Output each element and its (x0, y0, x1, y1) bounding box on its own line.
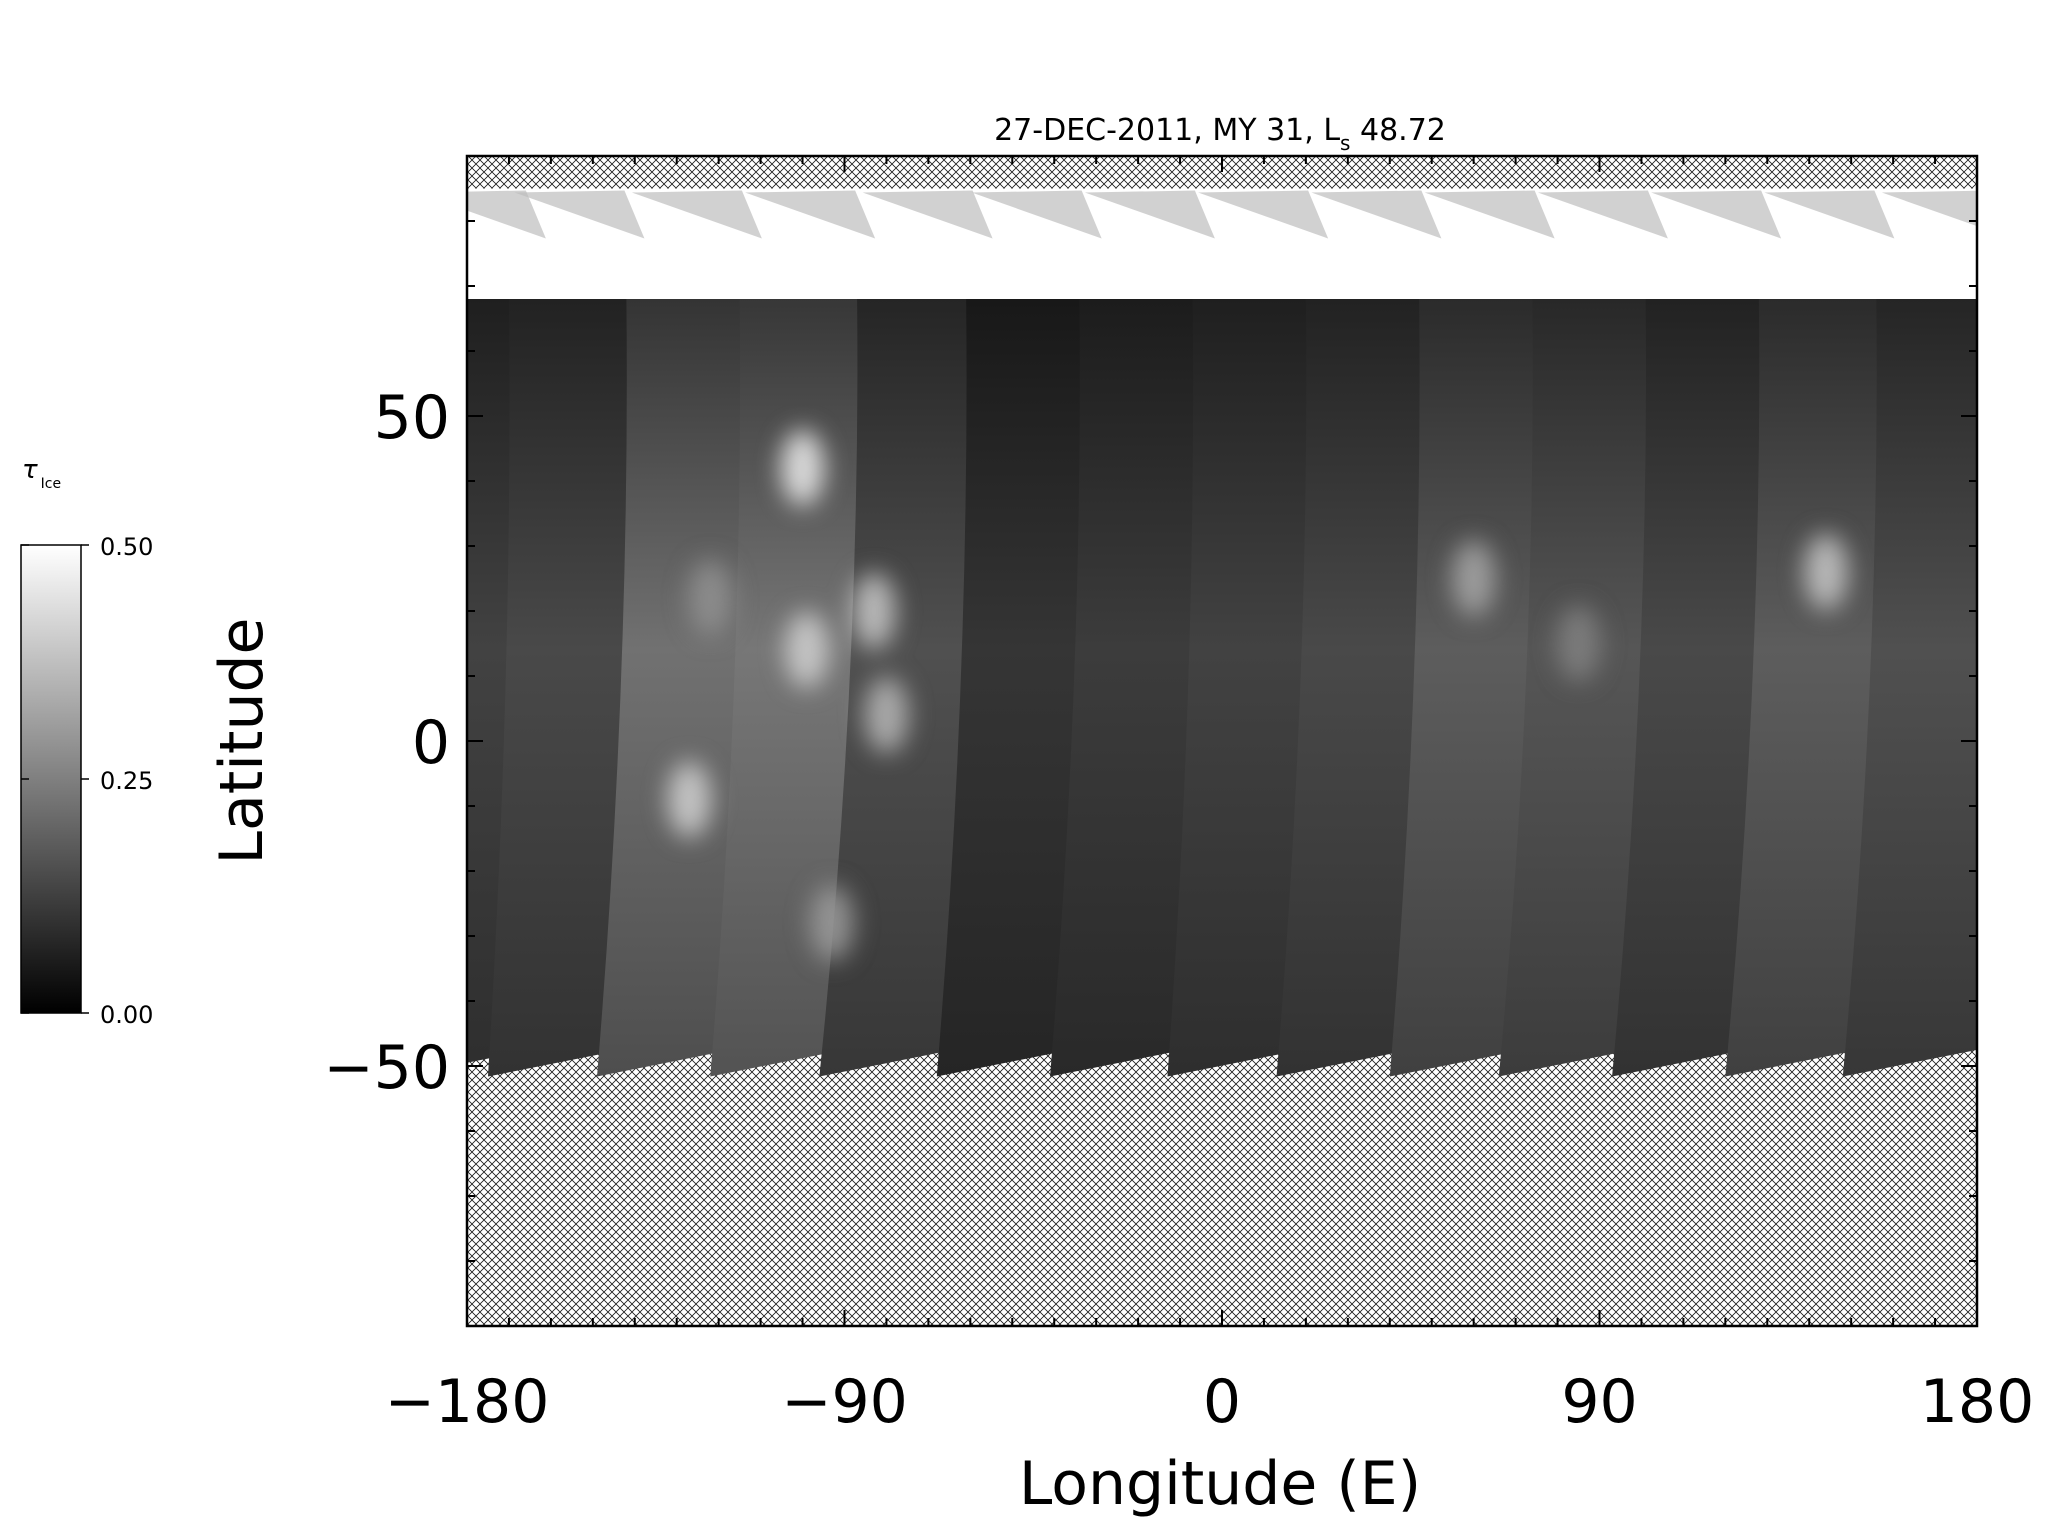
colorbar-ticks: 0.00 0.25 0.50 (21, 533, 153, 1029)
x-tick-label: −90 (781, 1367, 908, 1437)
y-tick-label: 50 (374, 383, 450, 453)
cap-streak-3 (631, 190, 762, 239)
swath-layer (467, 299, 1977, 1077)
colorbar-tick-label: 0.50 (100, 533, 153, 561)
cap-streak-6 (971, 190, 1102, 239)
cap-streak-7 (1084, 190, 1215, 239)
chart-title: 27-DEC-2011, MY 31, Ls 48.72 (994, 113, 1446, 155)
swath-14 (1842, 299, 1977, 1077)
cloud-patch-1 (780, 430, 825, 506)
colorbar-label-symbol: τ (22, 455, 38, 485)
cloud-patch-10 (1556, 605, 1601, 682)
cap-streak-11 (1537, 190, 1668, 239)
tick-layer: −180 −90 0 90 180 −50 0 50 (323, 155, 2035, 1437)
cap-streak-1 (467, 190, 546, 239)
polar-cap-layer (467, 188, 1977, 299)
cap-streak-13 (1764, 190, 1895, 239)
chart-title-suffix: 48.72 (1350, 113, 1445, 148)
cap-streak-14 (1881, 190, 1977, 227)
colorbar-label: τ Ice (22, 455, 61, 492)
cap-streak-10 (1424, 190, 1555, 239)
cap-streak-8 (1198, 190, 1329, 239)
y-axis-label: Latitude (207, 618, 277, 865)
cap-streak-12 (1651, 190, 1782, 239)
x-tick-label: 90 (1561, 1367, 1637, 1437)
cap-streak-4 (745, 190, 876, 239)
chart-title-subscript: s (1340, 131, 1350, 155)
y-tick-label: −50 (323, 1033, 450, 1103)
x-axis-label: Longitude (E) (1019, 1449, 1421, 1519)
cap-streak-2 (514, 190, 645, 239)
cap-streak-9 (1311, 190, 1442, 239)
colorbar-gradient (20, 544, 82, 1014)
x-tick-label: −180 (385, 1367, 550, 1437)
cloud-patch-9 (1804, 534, 1848, 610)
cap-streak-5 (862, 190, 993, 239)
cloud-patch-8 (1451, 540, 1496, 617)
cloud-patch-7 (809, 885, 854, 961)
colorbar-tick-label: 0.00 (100, 1001, 153, 1029)
cloud-patch-2 (851, 573, 896, 649)
chart-title-main: 27-DEC-2011, MY 31, L (994, 113, 1340, 148)
colorbar-tick-label: 0.25 (100, 767, 153, 795)
cloud-patch-5 (864, 677, 909, 753)
x-tick-label: 180 (1920, 1367, 2035, 1437)
cloud-patch-3 (784, 612, 829, 688)
cloud-layer (667, 430, 1848, 961)
x-tick-label: 0 (1203, 1367, 1241, 1437)
cloud-patch-4 (667, 761, 712, 838)
y-tick-label: 0 (412, 708, 450, 778)
colorbar-label-subscript: Ice (41, 476, 61, 492)
cloud-patch-6 (688, 560, 733, 636)
